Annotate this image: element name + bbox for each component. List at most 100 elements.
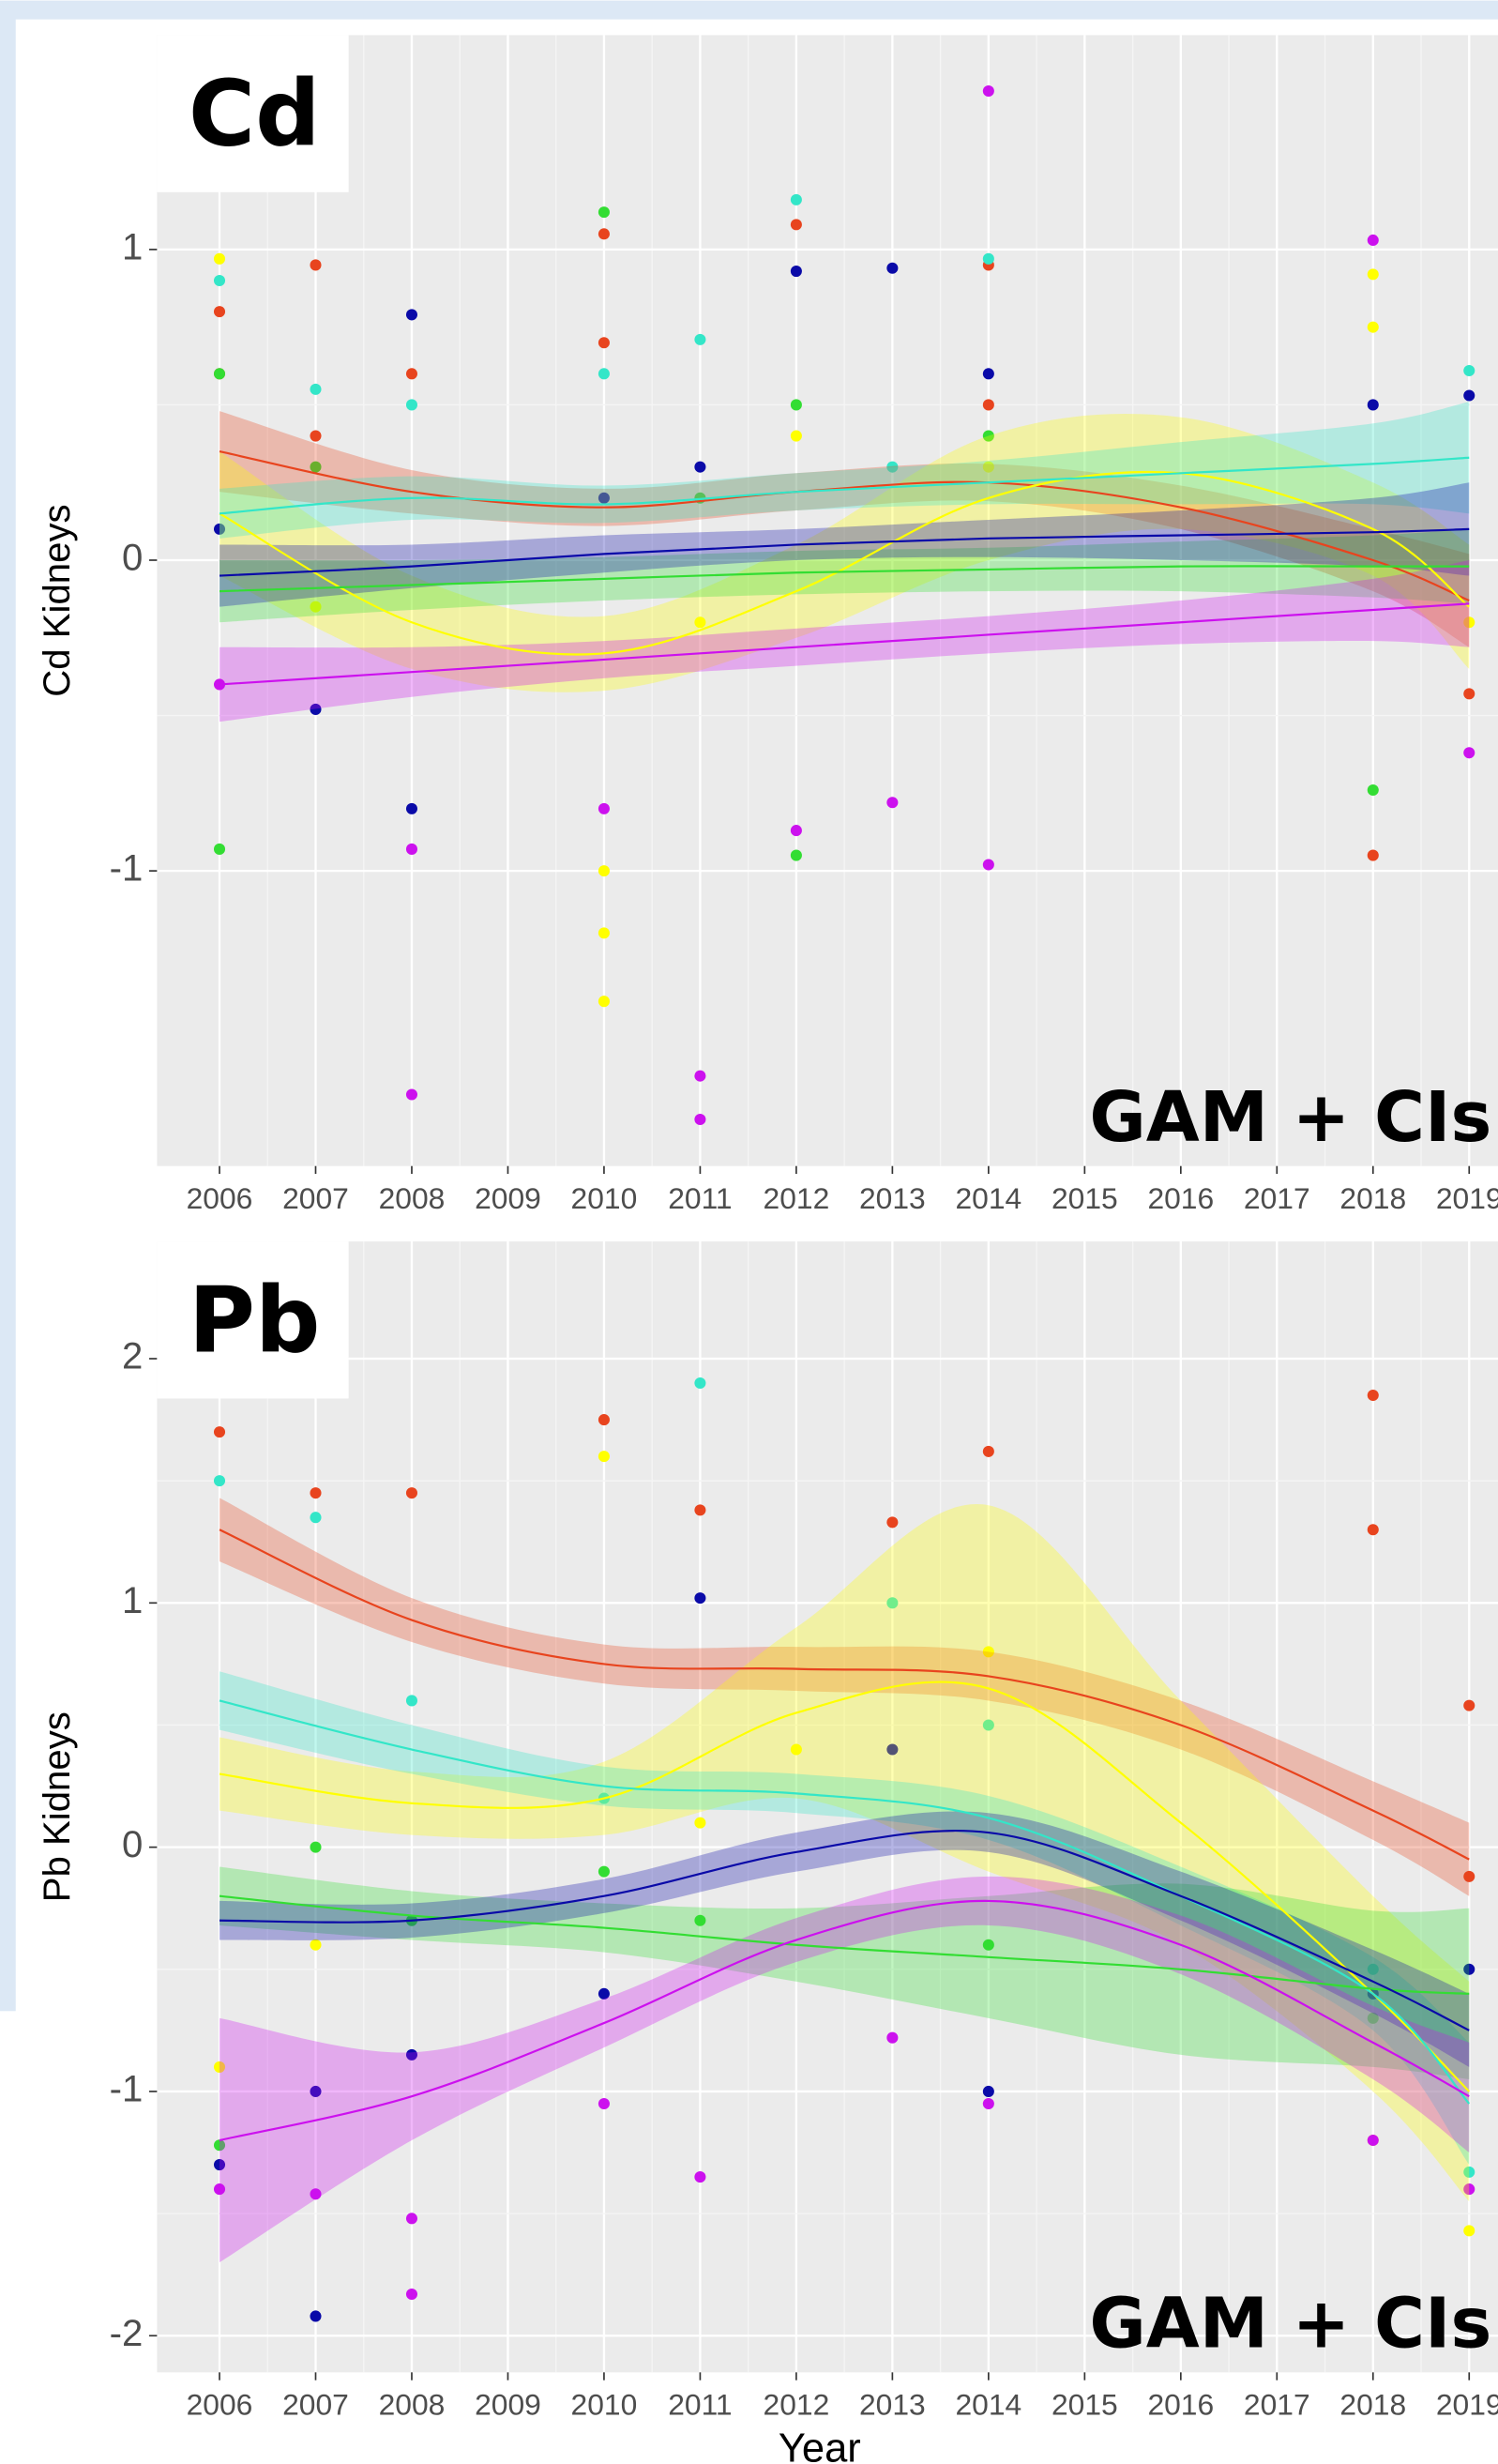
data-point bbox=[310, 1841, 322, 1853]
x-tick-label: 2017 bbox=[1244, 2388, 1310, 2422]
data-point bbox=[213, 306, 226, 318]
data-point bbox=[598, 206, 610, 219]
data-point bbox=[694, 1817, 706, 1829]
x-tick-label: 2015 bbox=[1052, 2388, 1118, 2422]
data-point bbox=[694, 1504, 706, 1516]
data-point bbox=[694, 333, 706, 345]
gam-line bbox=[219, 565, 1470, 593]
confidence-band bbox=[219, 560, 1470, 722]
data-point bbox=[886, 461, 899, 473]
gam-line bbox=[219, 1830, 1470, 2031]
x-tick-label: 2019 bbox=[1436, 1181, 1498, 1215]
data-point bbox=[310, 703, 322, 715]
data-point bbox=[694, 461, 706, 473]
data-point bbox=[790, 399, 802, 411]
data-point bbox=[598, 228, 610, 240]
data-point bbox=[405, 843, 417, 855]
data-point bbox=[790, 193, 802, 205]
x-tick-label: 2013 bbox=[859, 2388, 926, 2422]
y-axis-title: Cd Kidneys bbox=[36, 504, 78, 696]
data-point bbox=[598, 1865, 610, 1878]
data-point bbox=[310, 1939, 322, 1951]
data-point bbox=[1367, 268, 1379, 281]
data-point bbox=[213, 274, 226, 287]
confidence-band bbox=[219, 1866, 1470, 2079]
data-point bbox=[310, 259, 322, 271]
data-point bbox=[1367, 1524, 1379, 1536]
data-point bbox=[982, 2085, 994, 2097]
data-point bbox=[310, 461, 322, 473]
data-point bbox=[598, 2097, 610, 2110]
data-point bbox=[694, 1070, 706, 1082]
data-point bbox=[886, 1743, 899, 1756]
data-point bbox=[982, 2097, 994, 2110]
data-point bbox=[1463, 747, 1475, 759]
confidence-band bbox=[219, 1811, 1470, 2067]
data-point bbox=[598, 996, 610, 1008]
x-tick-label: 2019 bbox=[1436, 2388, 1498, 2422]
data-point bbox=[405, 1088, 417, 1101]
data-point bbox=[982, 1939, 994, 1951]
data-point bbox=[1463, 1699, 1475, 1711]
x-tick-label: 2009 bbox=[475, 1181, 541, 1215]
gam-line bbox=[219, 602, 1470, 686]
data-point bbox=[213, 2139, 226, 2152]
gam-line bbox=[219, 1529, 1470, 1861]
data-point bbox=[405, 802, 417, 814]
x-tick-label: 2010 bbox=[571, 1181, 638, 1215]
x-tick-label: 2014 bbox=[955, 1181, 1021, 1215]
data-point bbox=[405, 368, 417, 380]
data-point bbox=[694, 1592, 706, 1605]
data-point bbox=[982, 368, 994, 380]
x-tick-label: 2006 bbox=[187, 1181, 253, 1215]
plot-panel bbox=[157, 35, 1498, 1166]
data-point bbox=[405, 399, 417, 411]
plot-area bbox=[157, 1241, 1498, 2373]
data-point bbox=[405, 1487, 417, 1499]
gam-line bbox=[219, 1681, 1471, 2092]
data-point bbox=[213, 2159, 226, 2171]
data-point bbox=[694, 1377, 706, 1390]
title-box bbox=[157, 35, 349, 192]
confidence-band bbox=[219, 1876, 1470, 2263]
data-point bbox=[310, 1487, 322, 1499]
data-point bbox=[213, 368, 226, 380]
data-point bbox=[598, 1987, 610, 2000]
data-point bbox=[598, 368, 610, 380]
confidence-band bbox=[219, 482, 1470, 607]
data-point bbox=[405, 2048, 417, 2061]
data-point bbox=[790, 266, 802, 278]
x-tick-label: 2011 bbox=[668, 1181, 732, 1215]
y-tick-label: -1 bbox=[110, 847, 144, 890]
x-tick-label: 2007 bbox=[282, 1181, 349, 1215]
data-point bbox=[1463, 1870, 1475, 1882]
data-point bbox=[405, 1695, 417, 1707]
x-tick-label: 2012 bbox=[764, 2388, 830, 2422]
y-axis-title: Pb Kidneys bbox=[36, 1711, 78, 1902]
x-tick-label: 2014 bbox=[955, 2388, 1021, 2422]
data-point bbox=[694, 2171, 706, 2183]
x-tick-label: 2012 bbox=[764, 1181, 830, 1215]
confidence-band bbox=[219, 411, 1470, 647]
data-point bbox=[1463, 2225, 1475, 2237]
data-point bbox=[694, 1113, 706, 1126]
data-point bbox=[598, 1451, 610, 1463]
x-tick-label: 2010 bbox=[571, 2388, 638, 2422]
x-tick-label: 2008 bbox=[379, 2388, 446, 2422]
data-point bbox=[1463, 616, 1475, 629]
x-tick-label: 2016 bbox=[1147, 1181, 1214, 1215]
data-point bbox=[1367, 321, 1379, 333]
data-point bbox=[1463, 2183, 1475, 2196]
data-point bbox=[1367, 399, 1379, 411]
x-tick-label: 2011 bbox=[668, 2388, 732, 2422]
data-point bbox=[982, 84, 994, 98]
gam-line bbox=[219, 1894, 1470, 1995]
x-tick-label: 2008 bbox=[379, 1181, 446, 1215]
data-point bbox=[982, 1719, 994, 1731]
data-point bbox=[213, 843, 226, 855]
data-point bbox=[310, 2085, 322, 2097]
annotation: GAM + CIs bbox=[1089, 1078, 1491, 1158]
data-point bbox=[1367, 849, 1379, 861]
plot-area bbox=[157, 35, 1498, 1166]
data-point bbox=[982, 399, 994, 411]
